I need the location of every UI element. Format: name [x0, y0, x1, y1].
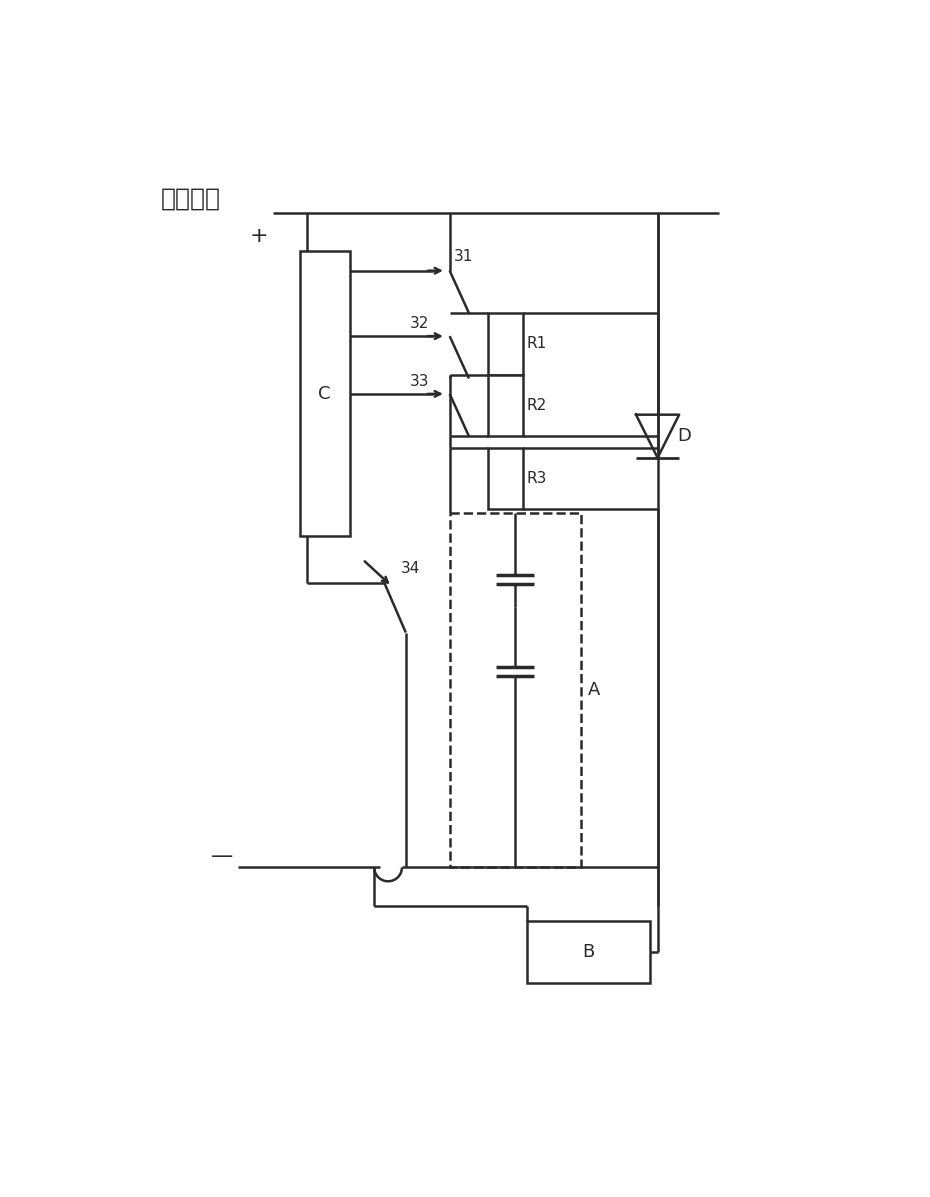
Bar [488, 375, 523, 436]
Text: R1: R1 [526, 336, 547, 352]
Text: 34: 34 [401, 561, 420, 576]
Text: D: D [678, 427, 692, 445]
Text: R2: R2 [526, 397, 547, 413]
Text: A: A [589, 681, 601, 699]
Bar [299, 251, 350, 536]
Text: 33: 33 [409, 375, 429, 389]
Text: 32: 32 [409, 316, 429, 332]
Text: +: + [249, 226, 268, 247]
Text: C: C [318, 385, 331, 403]
Text: 直流母线: 直流母线 [161, 187, 221, 211]
Text: —: — [211, 846, 233, 865]
Text: R3: R3 [526, 472, 547, 486]
Bar [488, 448, 523, 510]
Text: 31: 31 [454, 249, 472, 265]
Text: B: B [582, 943, 594, 961]
Bar [450, 514, 580, 868]
Bar [526, 922, 650, 983]
Bar [488, 314, 523, 375]
